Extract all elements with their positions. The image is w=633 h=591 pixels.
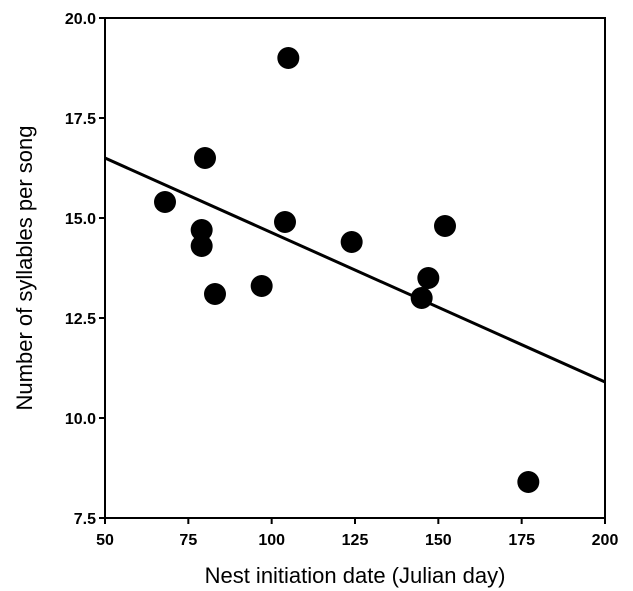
data-point (190, 235, 213, 257)
data-point (250, 275, 273, 297)
data-point (434, 215, 456, 237)
data-point (204, 283, 226, 305)
data-point (417, 267, 440, 289)
y-axis-ticks: 7.5 10.0 12.5 15.0 17.5 20.0 (65, 11, 105, 528)
y-tick-label: 12.5 (65, 311, 96, 328)
x-axis-label: Nest initiation date (Julian day) (205, 563, 506, 588)
data-point (410, 287, 433, 309)
data-point (194, 147, 216, 169)
data-point (277, 47, 300, 69)
y-axis-label: Number of syllables per song (12, 126, 37, 411)
x-tick-label: 150 (425, 532, 452, 549)
data-point (517, 471, 540, 493)
regression-line (104, 156, 606, 384)
y-tick-label: 17.5 (65, 111, 96, 128)
x-axis-ticks: 50 75 100 125 150 175 200 (96, 518, 618, 549)
x-tick-label: 50 (96, 532, 114, 549)
data-point (274, 211, 296, 233)
data-points (154, 47, 540, 493)
y-tick-label: 10.0 (65, 411, 96, 428)
data-point (154, 191, 176, 213)
data-point (340, 231, 363, 253)
x-tick-label: 100 (258, 532, 285, 549)
trendline-group (104, 156, 606, 384)
data-point (190, 219, 213, 241)
y-tick-label: 15.0 (65, 211, 96, 228)
x-tick-label: 200 (592, 532, 619, 549)
x-tick-label: 175 (508, 532, 535, 549)
y-tick-label: 20.0 (65, 11, 96, 28)
y-tick-label: 7.5 (74, 511, 96, 528)
x-tick-label: 125 (342, 532, 369, 549)
x-tick-label: 75 (179, 532, 197, 549)
plot-frame (104, 17, 606, 519)
